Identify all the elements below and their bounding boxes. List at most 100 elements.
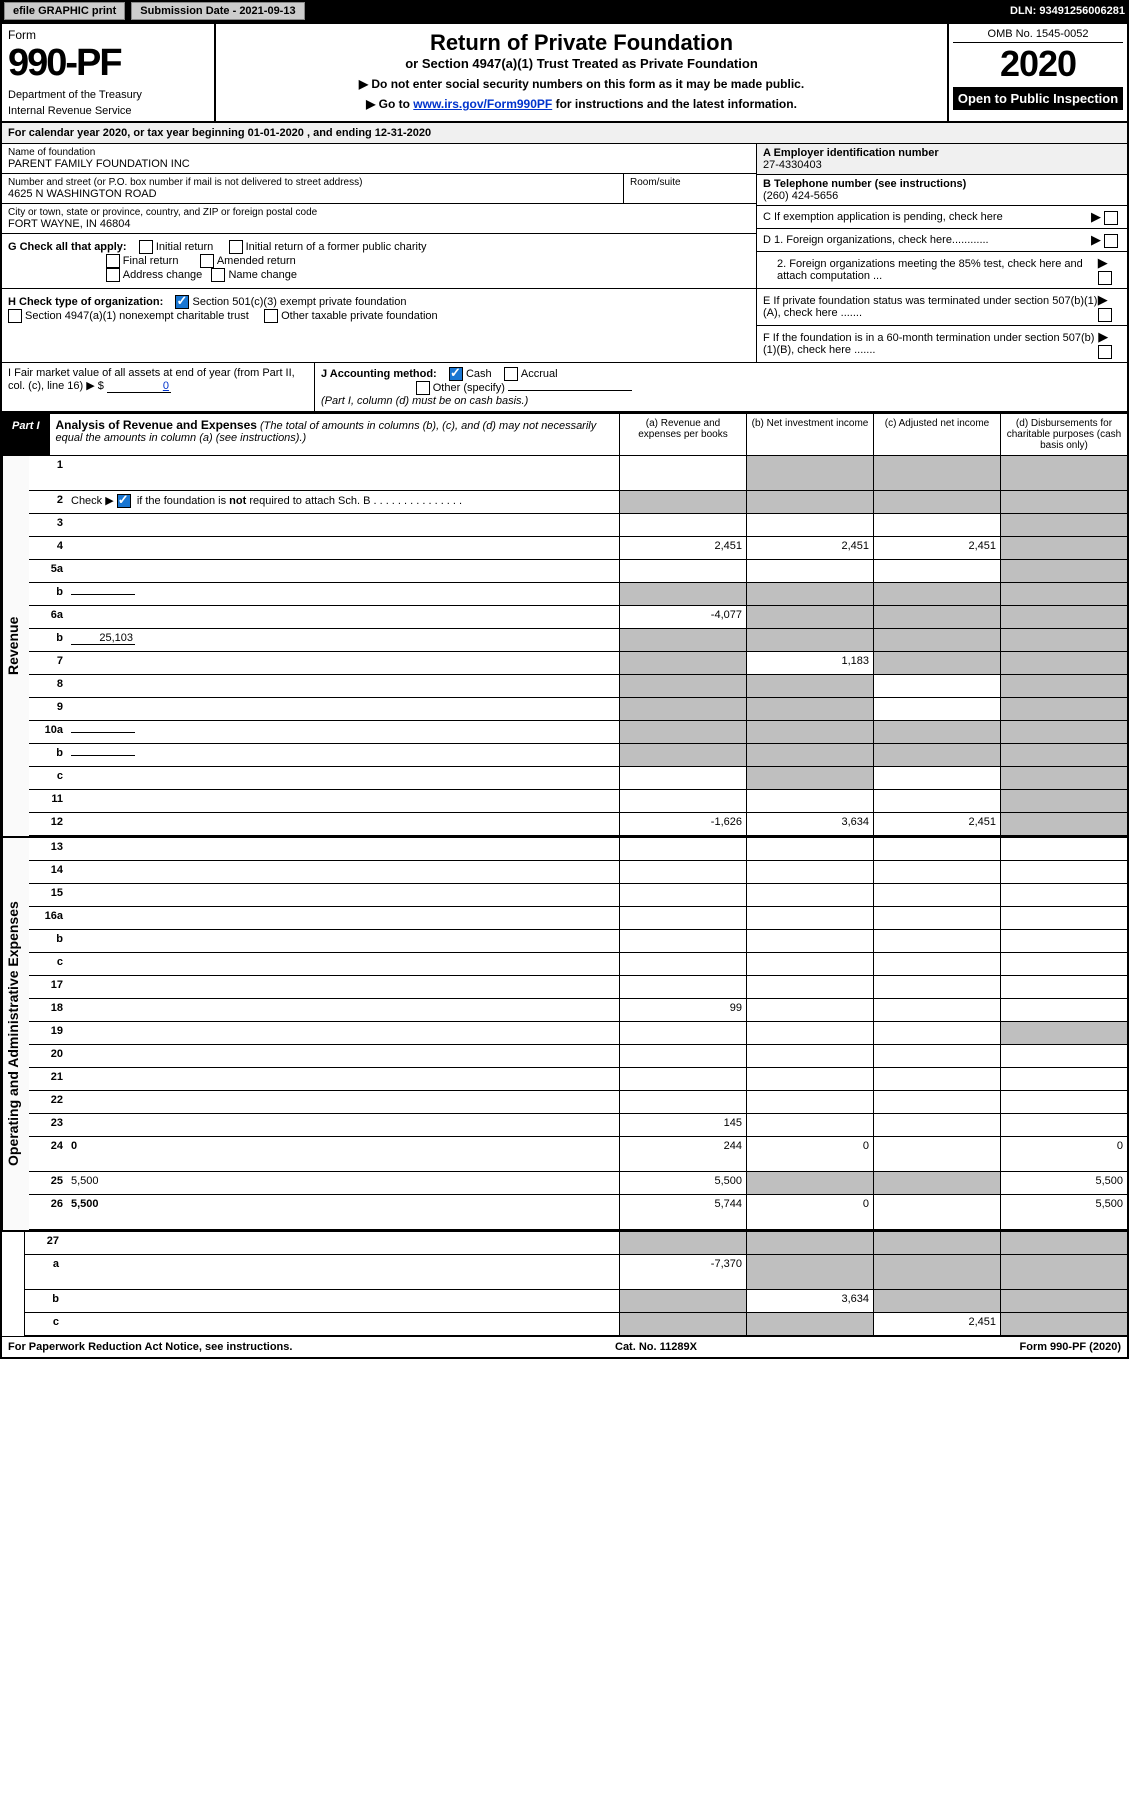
efile-print-button[interactable]: efile GRAPHIC print <box>4 2 125 20</box>
table-row: 255,5005,5005,500 <box>29 1172 1127 1195</box>
line-description <box>67 652 619 674</box>
col-d-value <box>1000 491 1127 513</box>
checkbox-name-change[interactable] <box>211 268 225 282</box>
checkbox-sch-b[interactable] <box>117 494 131 508</box>
dept-irs: Internal Revenue Service <box>8 105 208 117</box>
col-c-value <box>873 861 1000 883</box>
line-number: 1 <box>29 456 67 490</box>
col-d-value <box>1000 456 1127 490</box>
checkbox-other-taxable[interactable] <box>264 309 278 323</box>
footer-right: Form 990-PF (2020) <box>1020 1341 1121 1353</box>
checkbox-initial-return[interactable] <box>139 240 153 254</box>
col-a-value: 99 <box>619 999 746 1021</box>
table-row: c <box>29 953 1127 976</box>
col-d-value <box>1000 1045 1127 1067</box>
form990pf-link[interactable]: www.irs.gov/Form990PF <box>413 97 552 111</box>
checkbox-address-change[interactable] <box>106 268 120 282</box>
line-number: 12 <box>29 813 67 835</box>
table-row: 1 <box>29 456 1127 491</box>
line-description <box>67 583 619 605</box>
col-d-value <box>1000 606 1127 628</box>
line-number: 10a <box>29 721 67 743</box>
checkbox-d2[interactable] <box>1098 271 1112 285</box>
instr2-prefix: ▶ Go to <box>366 97 413 111</box>
checkbox-exemption-pending[interactable] <box>1104 211 1118 225</box>
table-row: b <box>29 744 1127 767</box>
col-d-value <box>1000 698 1127 720</box>
opt-other-taxable: Other taxable private foundation <box>281 310 438 322</box>
table-row: 14 <box>29 861 1127 884</box>
table-row: 8 <box>29 675 1127 698</box>
col-c-value <box>873 930 1000 952</box>
arrow-icon: ▶ <box>1091 209 1101 224</box>
line-number: 13 <box>29 838 67 860</box>
line-number: b <box>29 744 67 766</box>
table-row: 265,5005,74405,500 <box>29 1195 1127 1230</box>
line-description <box>67 838 619 860</box>
col-c-value <box>873 790 1000 812</box>
i-value[interactable]: 0 <box>107 380 171 393</box>
checkbox-amended[interactable] <box>200 254 214 268</box>
checkbox-d1[interactable] <box>1104 234 1118 248</box>
checkbox-f[interactable] <box>1098 345 1112 359</box>
line-number: 24 <box>29 1137 67 1171</box>
col-d-value <box>1000 976 1127 998</box>
col-a-value <box>619 1290 746 1312</box>
form-container: Form 990-PF Department of the Treasury I… <box>0 22 1129 1359</box>
col-a-value: -4,077 <box>619 606 746 628</box>
checkbox-initial-public[interactable] <box>229 240 243 254</box>
col-a-value <box>619 1313 746 1335</box>
foundation-name-value: PARENT FAMILY FOUNDATION INC <box>8 158 750 170</box>
line-number: 15 <box>29 884 67 906</box>
col-c-value <box>873 606 1000 628</box>
line-number: 9 <box>29 698 67 720</box>
checkbox-cash[interactable] <box>449 367 463 381</box>
col-c-value <box>873 1232 1000 1254</box>
checkbox-e[interactable] <box>1098 308 1112 322</box>
line-description <box>67 606 619 628</box>
table-row: 1899 <box>29 999 1127 1022</box>
table-row: 19 <box>29 1022 1127 1045</box>
inline-value <box>71 594 135 595</box>
col-b-value <box>746 606 873 628</box>
line-description: Check ▶ if the foundation is not require… <box>67 491 619 513</box>
col-b-value <box>746 1255 873 1289</box>
col-c-value <box>873 456 1000 490</box>
table-row: b <box>29 583 1127 606</box>
checkbox-accrual[interactable] <box>504 367 518 381</box>
col-b-value <box>746 1313 873 1335</box>
checkbox-final-return[interactable] <box>106 254 120 268</box>
submission-date-button[interactable]: Submission Date - 2021-09-13 <box>131 2 304 20</box>
col-b-value: 0 <box>746 1137 873 1171</box>
footer-center: Cat. No. 11289X <box>615 1341 697 1353</box>
line-number: 25 <box>29 1172 67 1194</box>
col-a-value <box>619 744 746 766</box>
table-row: b <box>29 930 1127 953</box>
section-h: H Check type of organization: Section 50… <box>2 289 756 329</box>
col-d-value: 5,500 <box>1000 1195 1127 1229</box>
line-number: 18 <box>29 999 67 1021</box>
phone-cell: B Telephone number (see instructions) (2… <box>757 175 1127 206</box>
opt-name-change: Name change <box>228 269 297 281</box>
col-d-value <box>1000 861 1127 883</box>
col-a-value <box>619 675 746 697</box>
table-row: 5a <box>29 560 1127 583</box>
instr2-suffix: for instructions and the latest informat… <box>552 97 797 111</box>
line-number: 16a <box>29 907 67 929</box>
col-d-value <box>1000 1114 1127 1136</box>
checkbox-other-method[interactable] <box>416 381 430 395</box>
page-footer: For Paperwork Reduction Act Notice, see … <box>2 1336 1127 1357</box>
other-specify-input[interactable] <box>508 390 632 391</box>
col-a-value <box>619 953 746 975</box>
col-d-value <box>1000 1068 1127 1090</box>
checkbox-501c3[interactable] <box>175 295 189 309</box>
checkbox-4947a1[interactable] <box>8 309 22 323</box>
ein-label: A Employer identification number <box>763 147 939 159</box>
line-description <box>67 744 619 766</box>
col-d-value <box>1000 721 1127 743</box>
col-a-value <box>619 838 746 860</box>
col-d-value <box>1000 907 1127 929</box>
col-b-value <box>746 560 873 582</box>
tax-year: 2020 <box>953 43 1123 85</box>
line-description <box>67 767 619 789</box>
